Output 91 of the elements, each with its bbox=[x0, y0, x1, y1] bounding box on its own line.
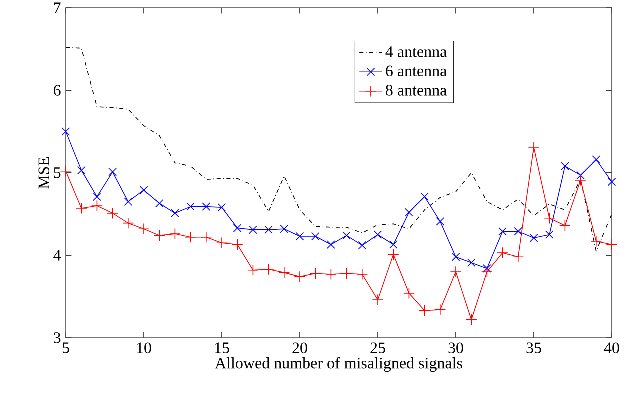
x-tick-label: 5 bbox=[62, 342, 70, 354]
point bbox=[342, 232, 351, 240]
point bbox=[374, 230, 382, 240]
point bbox=[372, 294, 384, 306]
point bbox=[311, 232, 320, 241]
x-tick-label: 20 bbox=[292, 342, 308, 354]
point bbox=[576, 171, 585, 180]
point bbox=[528, 142, 540, 154]
x-tick-label: 10 bbox=[137, 342, 152, 354]
point bbox=[498, 227, 507, 236]
x-tick-label: 40 bbox=[604, 342, 620, 354]
point bbox=[420, 192, 429, 202]
point bbox=[122, 218, 134, 230]
y-tick-label: 5 bbox=[54, 168, 61, 178]
y-tick-label: 3 bbox=[54, 332, 61, 344]
point bbox=[186, 202, 195, 211]
point bbox=[200, 232, 212, 244]
point bbox=[561, 162, 570, 171]
point bbox=[356, 268, 368, 280]
point bbox=[388, 248, 400, 260]
point bbox=[327, 240, 336, 249]
point bbox=[483, 264, 492, 273]
x-tick-label: 15 bbox=[215, 342, 230, 354]
point bbox=[296, 232, 304, 241]
point bbox=[138, 223, 150, 235]
point bbox=[294, 271, 306, 283]
legend-label: 6 antenna bbox=[386, 66, 447, 77]
y-tick-label: 6 bbox=[54, 85, 61, 96]
x-tick-label: 35 bbox=[526, 342, 542, 354]
point bbox=[140, 186, 148, 194]
point bbox=[249, 226, 258, 234]
point bbox=[545, 230, 554, 240]
point bbox=[62, 128, 70, 136]
point bbox=[434, 304, 446, 316]
point bbox=[325, 268, 337, 280]
point bbox=[155, 199, 164, 208]
point bbox=[514, 227, 523, 236]
point bbox=[185, 232, 197, 244]
point bbox=[467, 258, 476, 268]
point bbox=[341, 268, 353, 280]
x-tick-label: 30 bbox=[448, 342, 464, 354]
point bbox=[60, 166, 72, 178]
point bbox=[232, 239, 244, 250]
point bbox=[530, 234, 538, 242]
point bbox=[606, 239, 618, 250]
x-axis-title: Allowed number of misaligned signals bbox=[215, 357, 462, 372]
point bbox=[108, 168, 117, 176]
point bbox=[218, 203, 226, 212]
point bbox=[154, 230, 166, 242]
point bbox=[216, 237, 228, 249]
x-tick-label: 25 bbox=[370, 342, 386, 354]
point bbox=[171, 209, 180, 218]
point bbox=[107, 208, 119, 220]
point bbox=[91, 200, 103, 212]
point bbox=[608, 178, 616, 186]
y-tick-label: 7 bbox=[54, 2, 61, 14]
y-tick-label: 4 bbox=[54, 250, 62, 261]
point bbox=[544, 212, 556, 224]
point bbox=[263, 264, 275, 276]
point bbox=[403, 288, 415, 300]
point bbox=[512, 251, 524, 263]
point bbox=[124, 198, 133, 206]
point bbox=[389, 240, 398, 249]
point bbox=[358, 241, 367, 250]
point bbox=[592, 156, 601, 164]
point bbox=[264, 226, 273, 234]
point bbox=[280, 224, 289, 234]
point bbox=[436, 217, 445, 226]
point bbox=[575, 174, 587, 186]
point bbox=[497, 247, 509, 259]
point bbox=[450, 266, 462, 278]
point bbox=[76, 202, 88, 214]
legend-label: 4 antenna bbox=[386, 46, 447, 58]
point bbox=[310, 268, 322, 280]
point bbox=[559, 220, 571, 232]
y-axis-title: MSE bbox=[38, 157, 50, 189]
point bbox=[247, 264, 259, 276]
point bbox=[405, 208, 414, 217]
point bbox=[481, 266, 493, 278]
point bbox=[233, 224, 242, 232]
point bbox=[466, 314, 478, 326]
line-series bbox=[66, 47, 612, 252]
point bbox=[93, 192, 102, 202]
point bbox=[169, 228, 181, 240]
point bbox=[419, 305, 431, 316]
point bbox=[278, 267, 290, 279]
point bbox=[590, 236, 602, 248]
legend-label: 8 antenna bbox=[386, 85, 447, 96]
point bbox=[202, 202, 211, 211]
point bbox=[77, 166, 86, 175]
point bbox=[452, 252, 460, 262]
